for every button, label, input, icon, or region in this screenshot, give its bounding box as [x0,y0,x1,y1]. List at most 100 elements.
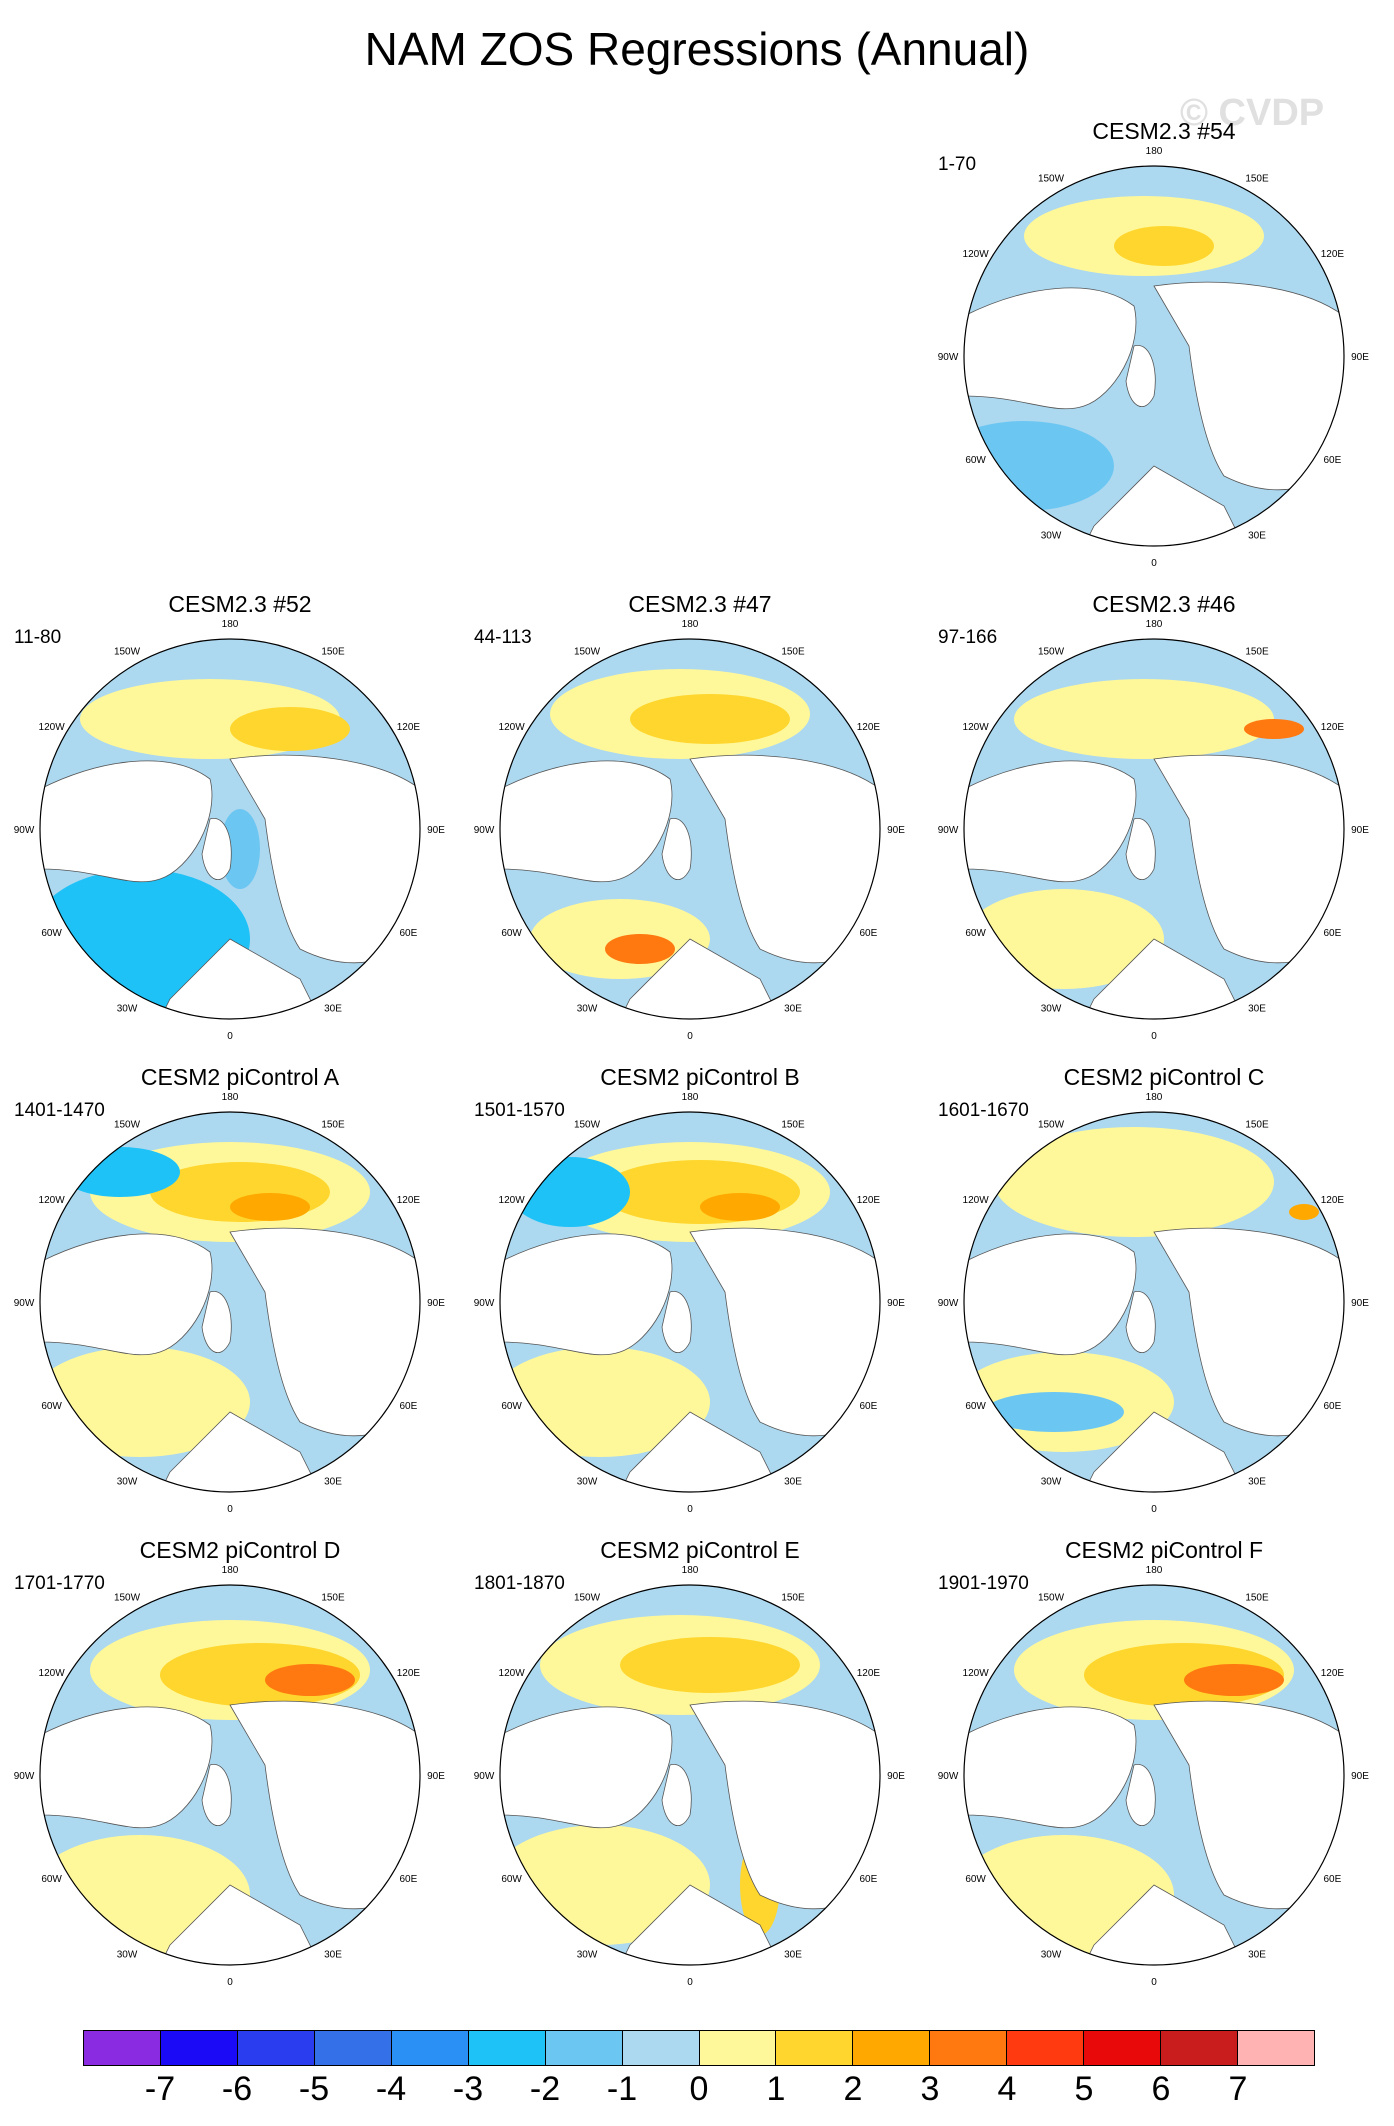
longitude-label: 30E [1248,1003,1266,1014]
longitude-label: 0 [1151,1504,1157,1515]
longitude-label: 90W [14,1771,35,1782]
polar-map: 180 150E 120E 90E 60E 30E 0 30W 60W 90W 120W 150W [938,1565,1370,1988]
longitude-label: 120W [963,722,990,733]
longitude-label: 150E [781,1593,805,1604]
colorbar-label: -6 [221,2070,253,2108]
colorbar-label: 0 [689,2070,709,2108]
colorbar-label: 7 [1228,2070,1248,2108]
longitude-label: 30E [1248,1476,1266,1487]
longitude-label: 120E [1321,1195,1345,1206]
longitude-label: 150E [1245,1120,1269,1131]
map-contours [40,1112,420,1492]
land-greenland [1125,818,1156,880]
map-panel: CESM2 piControl F 1901-1970 180 150E 120E 9… [934,1537,1394,2007]
map-panel: CESM2.3 #54 1-70 180 150E 120E 90E 60E 30E 0 30… [934,118,1394,588]
anomaly-region [620,1637,800,1693]
longitude-label: 60E [860,928,878,939]
longitude-label: 120E [397,1668,421,1679]
longitude-label: 120W [39,722,66,733]
longitude-label: 120E [1321,1668,1345,1679]
longitude-label: 150E [781,647,805,658]
longitude-label: 120W [963,1195,990,1206]
anomaly-region [1289,1204,1319,1220]
longitude-label: 60E [400,928,418,939]
longitude-label: 120W [963,249,990,260]
colorbar-label: 1 [766,2070,786,2108]
longitude-label: 60W [501,1401,522,1412]
longitude-label: 30E [784,1949,802,1960]
longitude-label: 90W [474,1298,495,1309]
map-contours [500,1112,880,1492]
longitude-label: 60E [400,1401,418,1412]
longitude-label: 150E [1245,647,1269,658]
longitude-label: 90W [474,1771,495,1782]
map-contours [964,166,1344,546]
panel-period: 44-113 [474,627,532,648]
anomaly-region [964,421,1114,511]
panel-period: 1901-1970 [938,1573,1029,1594]
land-north-america [964,1706,1137,1829]
colorbar-box [545,2031,623,2065]
longitude-label: 90E [887,825,905,836]
land-north-america [964,287,1137,410]
panel-period: 97-166 [938,627,998,648]
longitude-label: 90W [474,825,495,836]
longitude-label: 30W [1041,1476,1062,1487]
longitude-label: 90E [887,1771,905,1782]
panel-title: CESM2.3 #46 [1092,591,1236,617]
panel-title: CESM2 piControl F [1064,1537,1264,1563]
colorbar-label: -4 [375,2070,407,2108]
longitude-label: 30E [324,1949,342,1960]
land-north-america [964,760,1137,883]
panel-title: CESM2.3 #47 [628,591,772,617]
polar-map: 180 150E 120E 90E 60E 30E 0 30W 60W 90W 120W 150W [938,146,1370,569]
panel-period: 1801-1870 [474,1573,565,1594]
anomaly-region [60,1147,180,1197]
watermark: © CVDP [1180,92,1325,134]
colorbar-box [853,2031,931,2065]
longitude-label: 150E [1245,174,1269,185]
longitude-label: 120W [39,1195,66,1206]
longitude-label: 60E [1324,1874,1342,1885]
land-north-america [964,1233,1137,1356]
colorbar-label: 2 [843,2070,863,2108]
longitude-label: 150W [574,1120,601,1131]
longitude-label: 90E [427,1771,445,1782]
map-panel: CESM2 piControl D 1701-1770 180 150E 120E 9… [10,1537,470,2007]
colorbar-label: -2 [529,2070,561,2108]
longitude-label: 180 [222,1092,239,1103]
land-north-america [500,1706,673,1829]
land-north-america [500,760,673,883]
longitude-label: 0 [227,1977,233,1988]
longitude-label: 120E [857,1195,881,1206]
panel-period: 1701-1770 [14,1573,105,1594]
longitude-label: 90E [1351,825,1369,836]
longitude-label: 30W [1041,530,1062,541]
polar-map: 180 150E 120E 90E 60E 30E 0 30W 60W 90W 120W 150W [474,1565,906,1988]
longitude-label: 120E [1321,722,1345,733]
longitude-label: 30W [117,1949,138,1960]
map-panel: CESM2.3 #52 11-80 180 150E 120E 90E 60E 30E 0 3… [10,591,470,1061]
longitude-label: 30W [577,1949,598,1960]
map-outline [499,638,881,1020]
longitude-label: 180 [1146,146,1163,157]
colorbar-labels: -7 -6 -5 -4 -3 -2 -1 0 1 2 3 4 5 6 7 [83,2070,1315,2120]
polar-map: 180 150E 120E 90E 60E 30E 0 30W 60W 90W 120W 150W [14,619,446,1042]
land-north-america [40,760,213,883]
anomaly-region [510,1157,630,1227]
longitude-label: 150W [1038,647,1065,658]
colorbar-box [314,2031,392,2065]
longitude-label: 30E [1248,530,1266,541]
longitude-label: 150W [114,1120,141,1131]
map-outline [963,1584,1345,1966]
colorbar-box [930,2031,1008,2065]
longitude-label: 90W [938,1771,959,1782]
longitude-label: 60W [965,1401,986,1412]
longitude-label: 150W [114,647,141,658]
map-panel: CESM2.3 #46 97-166 180 150E 120E 90E 60E 30E 0… [934,591,1394,1061]
longitude-label: 150E [321,1593,345,1604]
longitude-label: 90E [1351,352,1369,363]
map-panel: CESM2 piControl A 1401-1470 180 150E 120E 9… [10,1064,470,1534]
polar-map: 180 150E 120E 90E 60E 30E 0 30W 60W 90W 120W 150W [938,619,1370,1042]
colorbar-label: 3 [920,2070,940,2108]
